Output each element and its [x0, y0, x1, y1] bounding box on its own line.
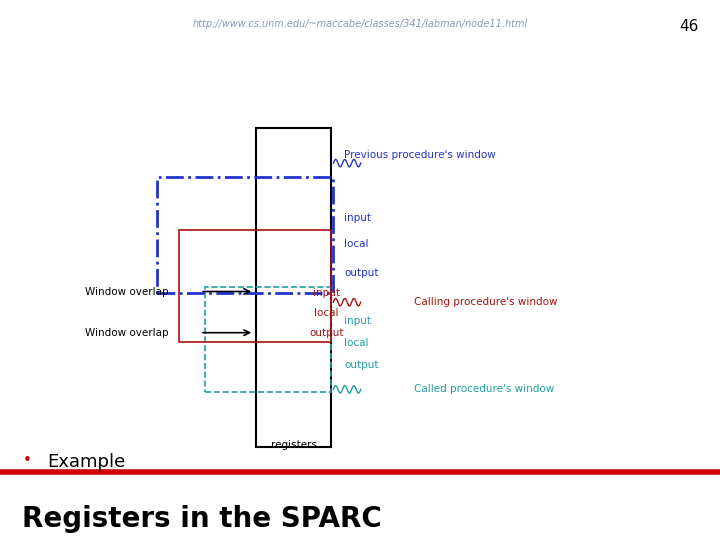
- Text: Registers in the SPARC: Registers in the SPARC: [22, 505, 382, 534]
- Text: Previous procedure's window: Previous procedure's window: [344, 150, 496, 160]
- Text: output: output: [309, 328, 343, 338]
- Text: Window overlap: Window overlap: [85, 287, 168, 296]
- Text: local: local: [344, 339, 369, 348]
- Text: Window overlap: Window overlap: [85, 328, 168, 338]
- Text: input: input: [312, 288, 340, 298]
- Text: •: •: [23, 453, 32, 468]
- Text: local: local: [314, 308, 338, 318]
- Text: input: input: [344, 316, 372, 326]
- Bar: [179, 230, 331, 342]
- Text: registers: registers: [271, 440, 317, 450]
- Text: output: output: [344, 360, 379, 370]
- Bar: [256, 129, 331, 447]
- Bar: [157, 177, 333, 293]
- Text: Example: Example: [47, 453, 125, 471]
- Text: http://www.cs.unm.edu/~maccabe/classes/341/labman/node11.html: http://www.cs.unm.edu/~maccabe/classes/3…: [192, 19, 528, 29]
- Text: 46: 46: [679, 19, 698, 33]
- Text: Called procedure's window: Called procedure's window: [414, 384, 554, 394]
- Text: Calling procedure's window: Calling procedure's window: [414, 297, 557, 307]
- Text: input: input: [344, 213, 372, 223]
- Bar: [205, 287, 331, 392]
- Text: local: local: [344, 239, 369, 249]
- Text: output: output: [344, 268, 379, 278]
